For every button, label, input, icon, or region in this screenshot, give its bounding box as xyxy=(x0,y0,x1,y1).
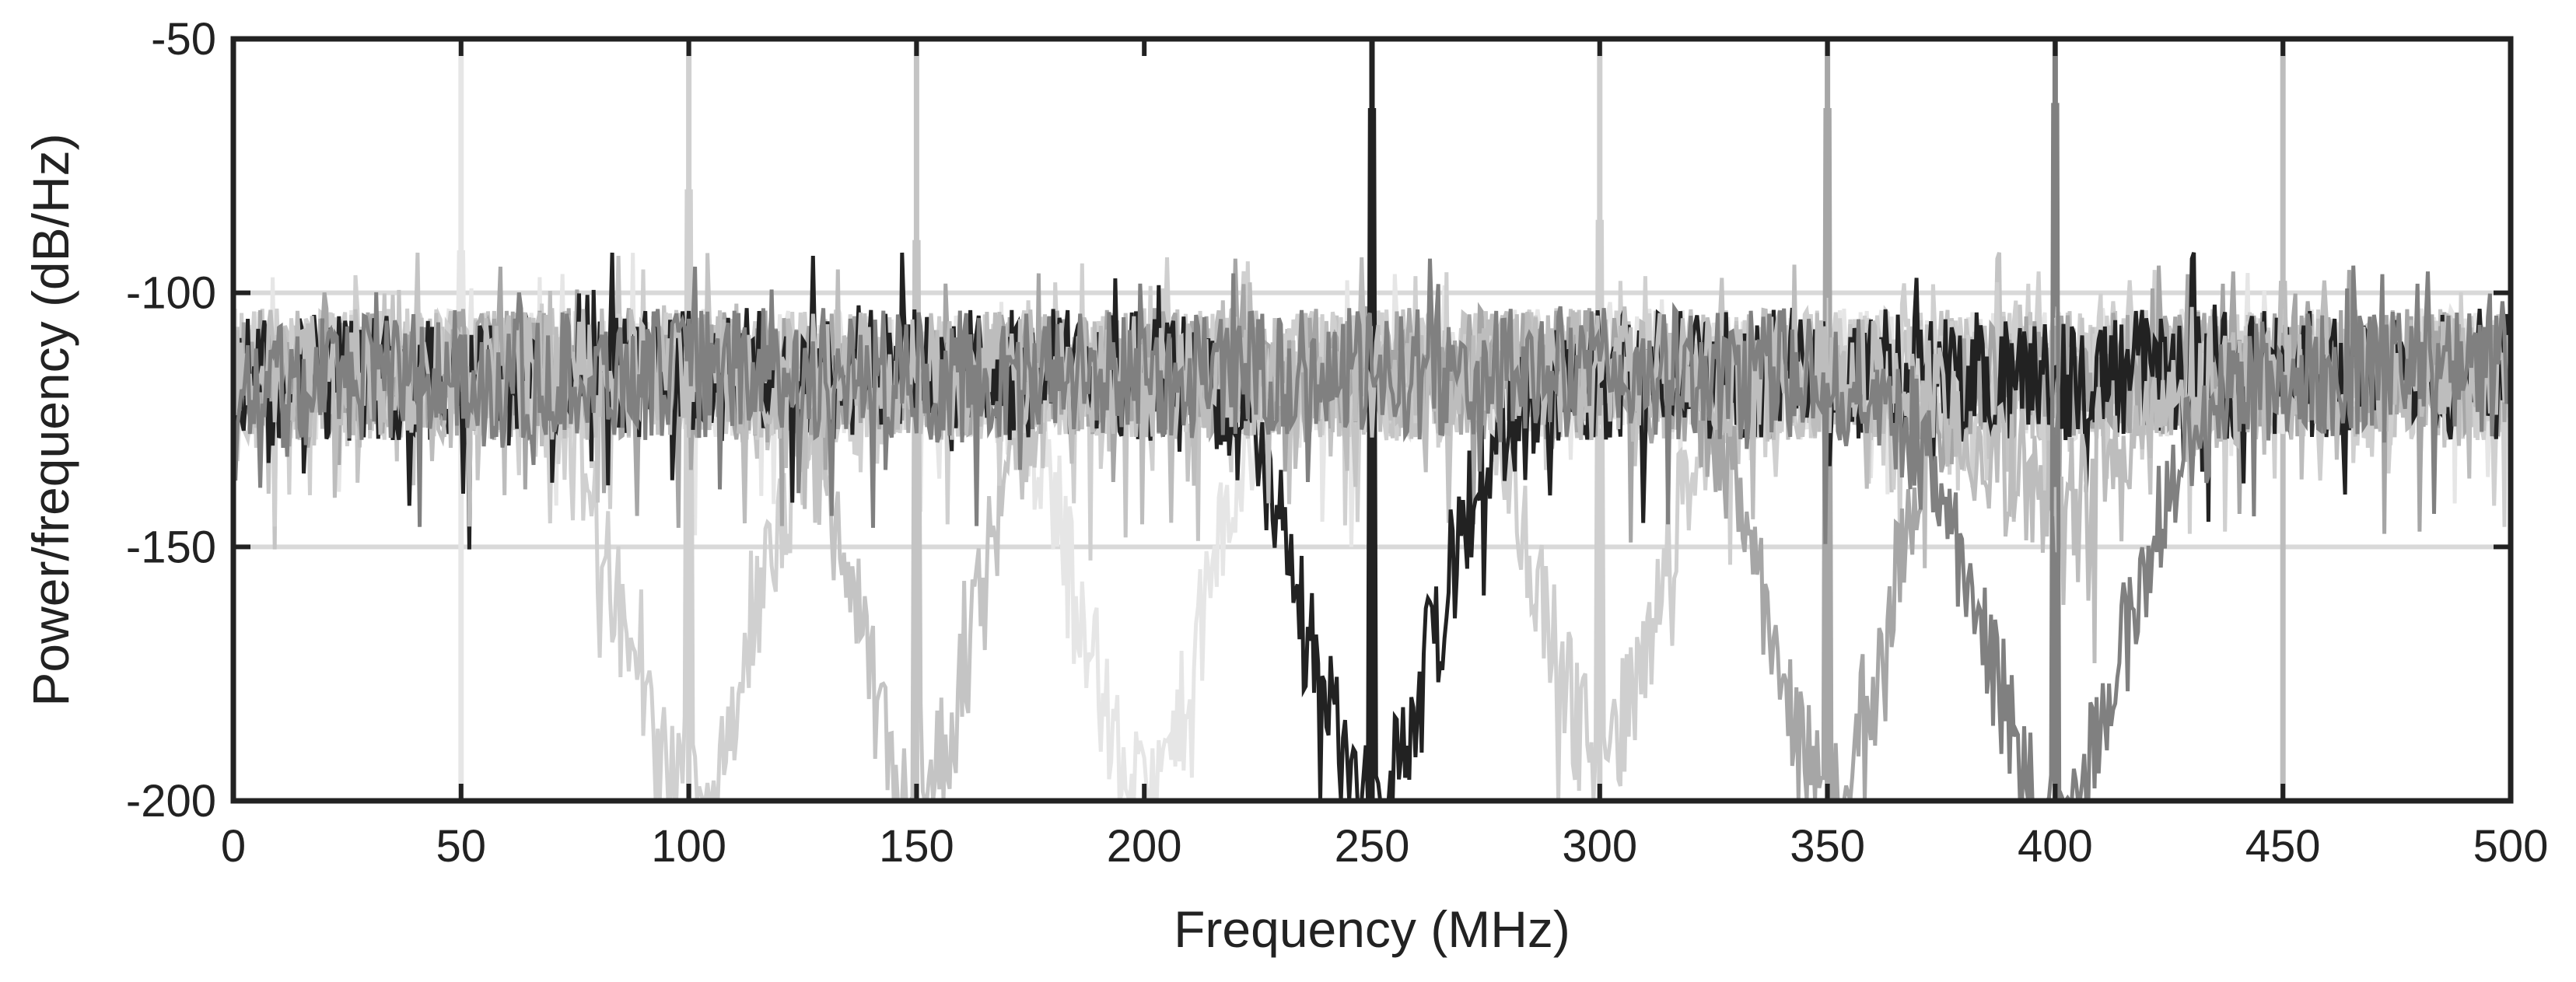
x-tick-label: 0 xyxy=(221,821,246,872)
x-tick-label: 50 xyxy=(436,821,487,872)
x-tick-label: 500 xyxy=(2473,821,2549,872)
x-tick-label: 250 xyxy=(1335,821,1410,872)
x-tick-labels: 0 50 100 150 200 250 300 350 400 450 500 xyxy=(221,821,2549,872)
series-group xyxy=(231,103,2513,803)
psd-series-line xyxy=(231,108,2513,803)
axis-ticks xyxy=(231,37,2513,803)
x-tick-label: 300 xyxy=(1562,821,1637,872)
x-tick-label: 200 xyxy=(1107,821,1182,872)
x-tick-label: 450 xyxy=(2245,821,2321,872)
x-tick-label: 150 xyxy=(879,821,954,872)
x-tick-label: 100 xyxy=(651,821,726,872)
y-tick-label: -200 xyxy=(126,776,216,826)
y-tick-label: -50 xyxy=(151,14,216,65)
y-tick-label: -150 xyxy=(126,522,216,572)
psd-series-line xyxy=(231,103,2513,803)
psd-series-line xyxy=(231,257,2512,664)
x-tick-label: 400 xyxy=(2018,821,2093,872)
y-axis-title: Power/frequency (dB/Hz) xyxy=(22,133,79,706)
x-axis-title: Frequency (MHz) xyxy=(1174,900,1570,958)
y-tick-labels: -50 -100 -150 -200 xyxy=(126,14,216,826)
y-tick-label: -100 xyxy=(126,268,216,319)
x-tick-label: 350 xyxy=(1790,821,1865,872)
